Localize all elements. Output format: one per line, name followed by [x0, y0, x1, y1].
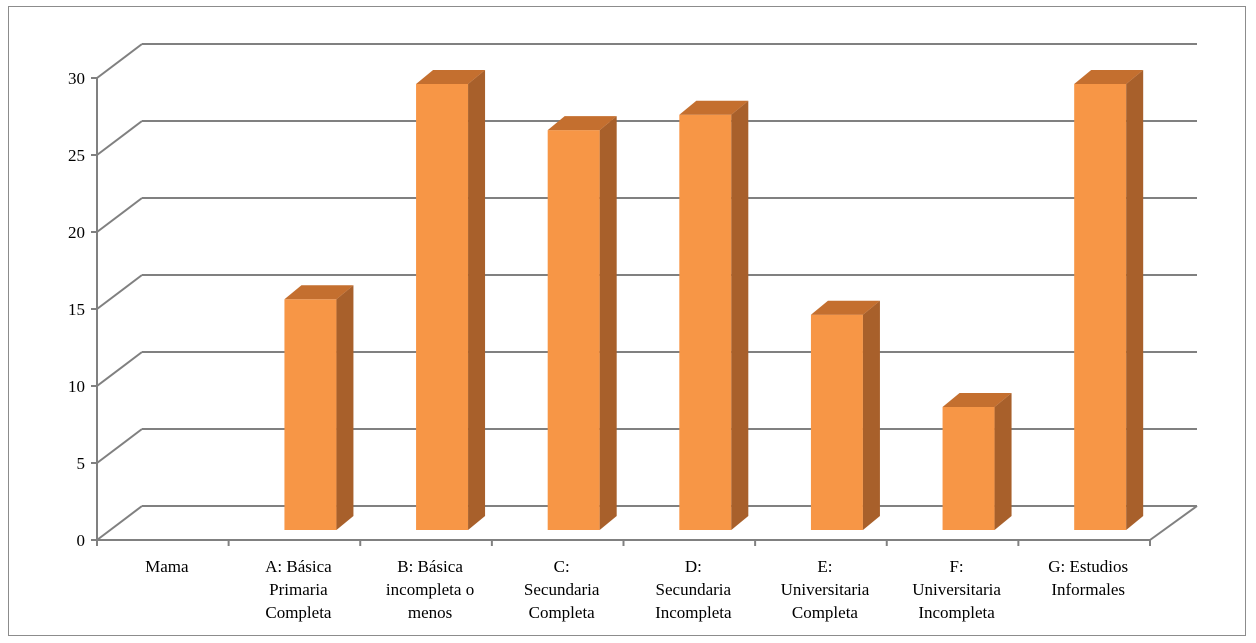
bar: [942, 406, 995, 530]
x-tick-label: F:: [949, 557, 963, 576]
x-tick-label: Completa: [265, 603, 332, 622]
bar-side: [994, 392, 1012, 530]
x-tick-label: Incompleta: [655, 603, 732, 622]
x-tick-label: Incompleta: [918, 603, 995, 622]
bar-top: [810, 300, 880, 315]
x-tick-label: menos: [408, 603, 452, 622]
x-tick-label: Secundaria: [524, 580, 600, 599]
y-tick-label: 30: [68, 69, 85, 88]
gridline-diagonal: [96, 197, 143, 233]
chart-frame: [8, 6, 1246, 636]
x-tick-label: B: Básica: [397, 557, 463, 576]
bar-top: [1074, 70, 1144, 84]
bar: [810, 314, 863, 530]
x-tick-label: E:: [817, 557, 832, 576]
gridline-diagonal: [96, 274, 143, 310]
bar: [1074, 84, 1127, 530]
x-tick-label: Secundaria: [656, 580, 732, 599]
x-tick-label: Informales: [1051, 580, 1125, 599]
x-tick-label: D:: [685, 557, 702, 576]
x-tick-label: Primaria: [269, 580, 328, 599]
bar-side: [731, 100, 749, 531]
bar-top: [284, 285, 354, 300]
gridline-diagonal: [96, 43, 143, 79]
y-tick-label: 20: [68, 223, 85, 242]
bar: [284, 299, 337, 530]
gridline-diagonal: [96, 428, 143, 464]
bar-side: [1126, 70, 1144, 530]
bar: [416, 84, 469, 530]
bar-top: [942, 392, 1012, 407]
gridline-diagonal: [96, 351, 143, 387]
x-tick-label: G: Estudios: [1048, 557, 1128, 576]
bar-side: [862, 300, 880, 530]
gridline-diagonal: [96, 120, 143, 156]
floor-right-edge: [1149, 505, 1198, 541]
x-tick-label: Universitaria: [781, 580, 870, 599]
x-tick-label: A: Básica: [265, 557, 332, 576]
x-tick-label: Mama: [145, 557, 189, 576]
x-tick-label: C:: [554, 557, 570, 576]
y-tick-label: 10: [68, 377, 85, 396]
x-tick-label: incompleta o: [386, 580, 474, 599]
gridline-diagonal: [96, 505, 143, 541]
bar: [547, 130, 600, 530]
x-tick-label: Completa: [529, 603, 596, 622]
y-tick-label: 25: [68, 146, 85, 165]
bar-top: [547, 116, 617, 131]
x-tick-label: Universitaria: [912, 580, 1001, 599]
bar-side: [336, 285, 354, 530]
x-tick-label: Completa: [792, 603, 859, 622]
bar-top: [679, 100, 749, 115]
bar-side: [599, 116, 617, 530]
bar-top: [416, 70, 486, 84]
y-tick-label: 5: [77, 454, 86, 473]
bar-side: [468, 70, 486, 530]
y-tick-label: 0: [77, 531, 86, 550]
bar: [679, 114, 732, 531]
y-tick-label: 15: [68, 300, 85, 319]
